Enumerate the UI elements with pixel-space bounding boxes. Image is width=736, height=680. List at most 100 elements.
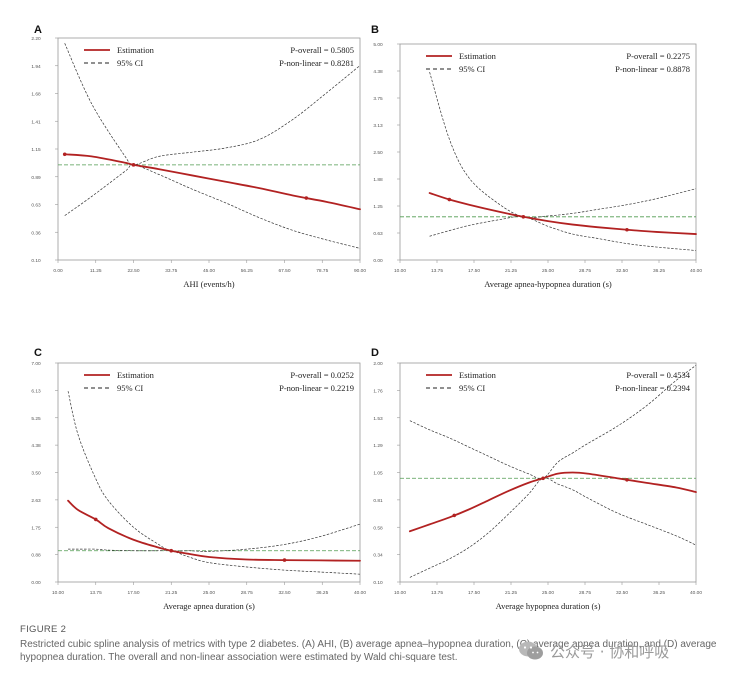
knot-marker <box>131 163 136 167</box>
panel-d: D 0.10 0.34 0.58 0.81 1.05 1.29 1.53 1.76 2.00 10.… <box>371 347 702 611</box>
panel-label: D <box>371 347 379 359</box>
x-tick-label: 67.50 <box>278 268 290 274</box>
y-tick-label: 4.38 <box>31 443 41 449</box>
x-tick-label: 13.75 <box>431 590 443 596</box>
x-tick-label: 17.50 <box>468 590 480 596</box>
x-tick-label: 10.00 <box>394 590 406 596</box>
y-tick-label: 0.88 <box>31 553 41 559</box>
y-tick-label: 5.00 <box>373 42 383 48</box>
ci-lower-line <box>68 548 361 575</box>
x-tick-label: 36.25 <box>316 590 328 596</box>
ci-lower-line <box>64 164 361 249</box>
knot-marker <box>304 196 309 200</box>
p-overall-text: P-overall = 0.4534 <box>626 370 690 380</box>
y-tick-label: 0.81 <box>373 498 383 504</box>
y-tick-label: 1.53 <box>373 416 383 422</box>
x-tick-label: 36.25 <box>653 268 665 274</box>
legend-label-ci: 95% CI <box>459 383 485 393</box>
knot-marker <box>541 476 545 481</box>
knot-marker <box>447 197 452 202</box>
x-tick-label: 21.25 <box>505 268 517 274</box>
legend-label-estimation: Estimation <box>117 45 155 55</box>
y-tick-label: 3.50 <box>31 471 41 477</box>
estimation-line <box>63 153 361 211</box>
knot-marker <box>62 152 67 157</box>
x-tick-label: 25.00 <box>203 590 215 596</box>
y-tick-label: 0.10 <box>31 258 41 264</box>
y-tick-label: 2.00 <box>373 361 383 367</box>
y-tick-label: 2.50 <box>373 150 383 156</box>
watermark: 公众号 · 协和呼吸 <box>518 640 669 662</box>
y-tick-label: 0.36 <box>31 230 41 236</box>
y-tick-label: 1.88 <box>373 177 383 183</box>
p-nonlinear-text: P-non-linear = 0.8878 <box>615 64 690 74</box>
plot-frame <box>57 362 361 583</box>
knot-marker <box>282 558 287 562</box>
y-tick-label: 6.13 <box>31 388 41 394</box>
y-tick-label: 0.00 <box>373 258 383 264</box>
estimation-line <box>408 471 697 533</box>
x-axis-label: AHI (events/h) <box>183 279 234 289</box>
x-tick-label: 78.75 <box>316 268 328 274</box>
x-tick-label: 45.00 <box>203 268 215 274</box>
y-tick-label: 3.13 <box>373 123 383 129</box>
x-tick-label: 10.00 <box>52 590 64 596</box>
x-tick-label: 0.00 <box>53 268 63 274</box>
legend-label-estimation: Estimation <box>459 51 497 61</box>
figure-label: FIGURE 2 <box>20 624 67 635</box>
x-tick-label: 40.00 <box>690 590 702 596</box>
figure-caption: FIGURE 2 Restricted cubic spline analysi… <box>20 624 720 664</box>
x-tick-label: 28.75 <box>241 590 253 596</box>
estimation-line <box>428 192 697 235</box>
panel-label: C <box>34 347 42 359</box>
x-tick-label: 40.00 <box>690 268 702 274</box>
y-tick-label: 0.89 <box>31 175 41 181</box>
y-tick-label: 0.10 <box>373 580 383 586</box>
y-tick-label: 7.00 <box>31 361 41 367</box>
y-tick-label: 1.29 <box>373 443 383 449</box>
x-tick-label: 10.00 <box>394 268 406 274</box>
x-tick-label: 28.75 <box>579 590 591 596</box>
x-tick-label: 21.25 <box>505 590 517 596</box>
p-overall-text: P-overall = 0.5805 <box>290 45 354 55</box>
watermark-text: 公众号 · 协和呼吸 <box>550 642 670 661</box>
x-tick-label: 13.75 <box>90 590 102 596</box>
legend-label-ci: 95% CI <box>117 58 143 68</box>
legend-label-estimation: Estimation <box>459 370 497 380</box>
x-tick-label: 33.75 <box>165 268 177 274</box>
x-axis-label: Average hypopnea duration (s) <box>496 601 601 611</box>
ci-lower-line <box>409 477 697 578</box>
y-tick-label: 1.41 <box>31 119 41 125</box>
x-axis-label: Average apnea-hypopnea duration (s) <box>484 279 612 289</box>
y-tick-label: 0.34 <box>373 553 383 559</box>
x-tick-label: 32.50 <box>278 590 290 596</box>
y-tick-label: 3.75 <box>373 96 383 102</box>
panel-c: C 0.00 0.88 1.75 2.63 3.50 4.38 5.25 6.13 7.00 10.… <box>31 347 366 611</box>
y-tick-label: 1.15 <box>31 147 41 153</box>
x-tick-label: 32.50 <box>616 268 628 274</box>
p-nonlinear-text: P-non-linear = 0.2219 <box>279 383 354 393</box>
plot-frame <box>57 37 361 261</box>
x-tick-label: 25.00 <box>542 268 554 274</box>
panel-a: A 0.10 0.36 0.63 0.89 1.15 1.41 1.68 1.94 2.20 0.0… <box>31 24 366 289</box>
y-tick-label: 4.38 <box>373 69 383 75</box>
y-tick-label: 5.25 <box>31 416 41 422</box>
y-tick-label: 1.25 <box>373 204 383 210</box>
y-tick-label: 0.58 <box>373 525 383 531</box>
x-tick-label: 32.50 <box>616 590 628 596</box>
knot-marker <box>521 215 526 219</box>
x-tick-label: 13.75 <box>431 268 443 274</box>
x-tick-label: 22.50 <box>127 268 139 274</box>
ci-upper-line <box>429 71 697 218</box>
ci-upper-line <box>67 391 361 552</box>
x-tick-label: 17.50 <box>127 590 139 596</box>
panel-label: A <box>34 24 42 36</box>
y-tick-label: 1.94 <box>31 64 41 70</box>
y-tick-label: 1.76 <box>373 388 383 394</box>
ci-lower-line <box>429 216 697 251</box>
panel-b: B 0.00 0.63 1.25 1.88 2.50 3.13 3.75 4.38 5.00 10.… <box>371 24 702 289</box>
legend-label-ci: 95% CI <box>459 64 485 74</box>
ci-upper-line <box>64 43 361 166</box>
x-tick-label: 21.25 <box>165 590 177 596</box>
